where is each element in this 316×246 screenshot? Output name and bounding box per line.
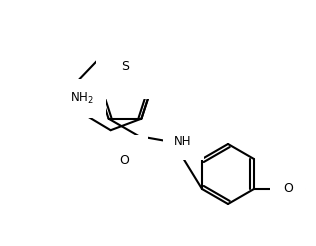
Text: S: S: [121, 61, 129, 74]
Text: O: O: [284, 183, 294, 196]
Text: NH$_2$: NH$_2$: [68, 92, 91, 105]
Text: O: O: [283, 183, 293, 196]
Text: NH$_2$: NH$_2$: [70, 91, 94, 106]
Text: O: O: [116, 156, 126, 169]
Text: O: O: [119, 154, 129, 167]
Text: S: S: [121, 61, 129, 74]
Text: NH: NH: [175, 137, 192, 147]
Text: NH: NH: [174, 135, 192, 148]
